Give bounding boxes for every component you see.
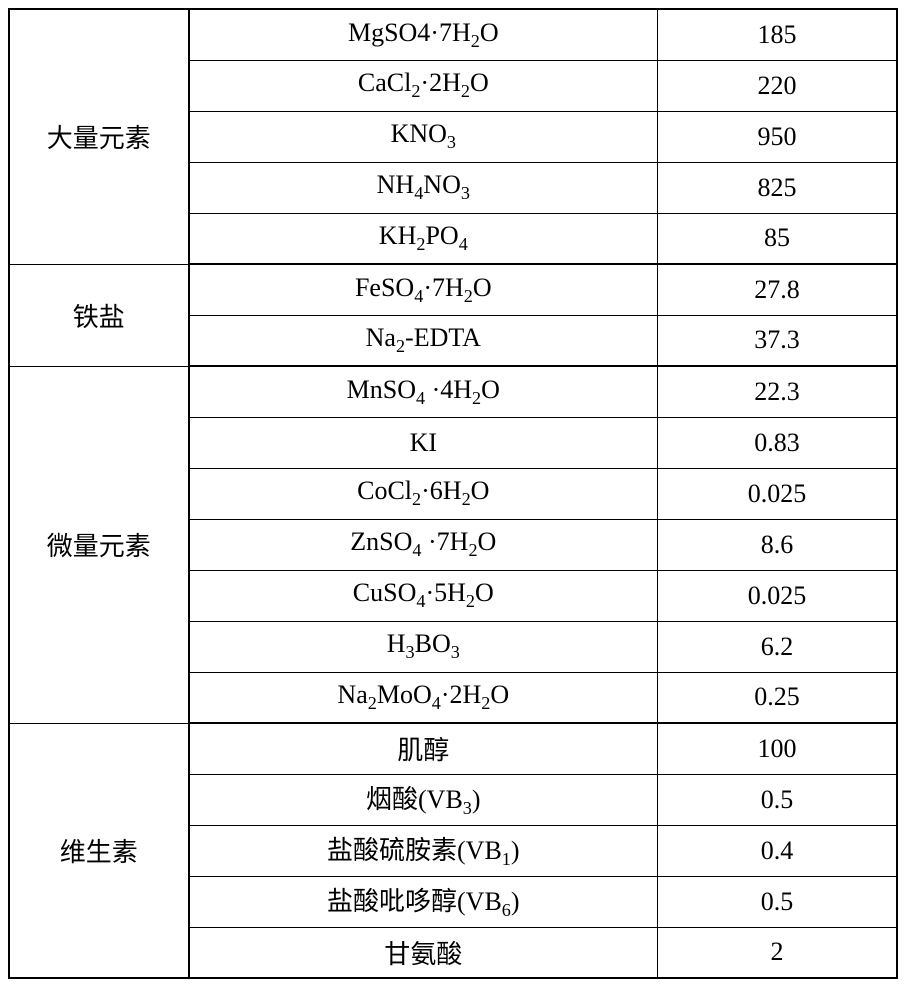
value-cell: 0.25 [658,672,897,723]
value-cell: 825 [658,162,897,213]
compound-cell: CaCl2·2H2O [189,60,658,111]
value-cell: 6.2 [658,621,897,672]
compound-cell: KH2PO4 [189,213,658,264]
value-cell: 0.025 [658,468,897,519]
compound-cell: KI [189,417,658,468]
compound-cell: KNO3 [189,111,658,162]
compound-cell: 甘氨酸 [189,927,658,978]
category-cell: 铁盐 [9,264,189,366]
value-cell: 22.3 [658,366,897,417]
composition-table: 大量元素MgSO4·7H2O185CaCl2·2H2O220KNO3950NH4… [8,8,898,979]
category-cell: 大量元素 [9,9,189,264]
value-cell: 2 [658,927,897,978]
compound-cell: MgSO4·7H2O [189,9,658,60]
compound-cell: Na2MoO4·2H2O [189,672,658,723]
compound-cell: FeSO4·7H2O [189,264,658,315]
value-cell: 37.3 [658,315,897,366]
compound-cell: 烟酸(VB3) [189,774,658,825]
value-cell: 185 [658,9,897,60]
value-cell: 8.6 [658,519,897,570]
value-cell: 0.83 [658,417,897,468]
value-cell: 85 [658,213,897,264]
value-cell: 100 [658,723,897,774]
value-cell: 950 [658,111,897,162]
value-cell: 0.5 [658,774,897,825]
table-body: 大量元素MgSO4·7H2O185CaCl2·2H2O220KNO3950NH4… [9,9,897,978]
value-cell: 27.8 [658,264,897,315]
table-row: 铁盐FeSO4·7H2O27.8 [9,264,897,315]
value-cell: 0.4 [658,825,897,876]
table-row: 微量元素MnSO4 ·4H2O22.3 [9,366,897,417]
compound-cell: H3BO3 [189,621,658,672]
compound-cell: MnSO4 ·4H2O [189,366,658,417]
compound-cell: 肌醇 [189,723,658,774]
value-cell: 0.025 [658,570,897,621]
compound-cell: 盐酸硫胺素(VB1) [189,825,658,876]
category-cell: 微量元素 [9,366,189,723]
compound-cell: CuSO4·5H2O [189,570,658,621]
compound-cell: Na2-EDTA [189,315,658,366]
value-cell: 220 [658,60,897,111]
compound-cell: CoCl2·6H2O [189,468,658,519]
compound-cell: NH4NO3 [189,162,658,213]
value-cell: 0.5 [658,876,897,927]
compound-cell: 盐酸吡哆醇(VB6) [189,876,658,927]
compound-cell: ZnSO4 ·7H2O [189,519,658,570]
table-row: 大量元素MgSO4·7H2O185 [9,9,897,60]
category-cell: 维生素 [9,723,189,978]
table-row: 维生素肌醇100 [9,723,897,774]
